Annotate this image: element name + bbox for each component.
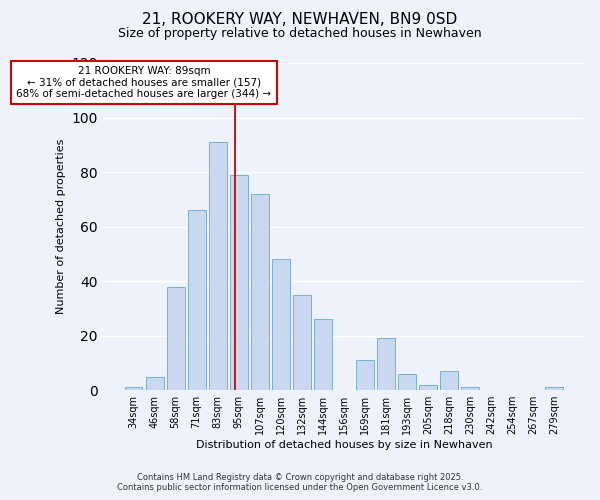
Bar bbox=[272, 260, 290, 390]
Bar bbox=[188, 210, 206, 390]
Y-axis label: Number of detached properties: Number of detached properties bbox=[56, 139, 66, 314]
Bar bbox=[545, 388, 563, 390]
Bar bbox=[398, 374, 416, 390]
Bar bbox=[125, 388, 142, 390]
Bar bbox=[419, 385, 437, 390]
Bar bbox=[167, 286, 185, 390]
Bar bbox=[461, 388, 479, 390]
Bar bbox=[293, 295, 311, 390]
Bar bbox=[314, 320, 332, 390]
Bar bbox=[230, 175, 248, 390]
Text: 21, ROOKERY WAY, NEWHAVEN, BN9 0SD: 21, ROOKERY WAY, NEWHAVEN, BN9 0SD bbox=[142, 12, 458, 28]
Bar bbox=[377, 338, 395, 390]
Bar bbox=[440, 371, 458, 390]
Bar bbox=[209, 142, 227, 390]
Bar bbox=[251, 194, 269, 390]
Bar bbox=[146, 376, 164, 390]
Text: Contains HM Land Registry data © Crown copyright and database right 2025.
Contai: Contains HM Land Registry data © Crown c… bbox=[118, 473, 482, 492]
Text: Size of property relative to detached houses in Newhaven: Size of property relative to detached ho… bbox=[118, 28, 482, 40]
X-axis label: Distribution of detached houses by size in Newhaven: Distribution of detached houses by size … bbox=[196, 440, 492, 450]
Bar bbox=[356, 360, 374, 390]
Text: 21 ROOKERY WAY: 89sqm
← 31% of detached houses are smaller (157)
68% of semi-det: 21 ROOKERY WAY: 89sqm ← 31% of detached … bbox=[16, 66, 272, 99]
